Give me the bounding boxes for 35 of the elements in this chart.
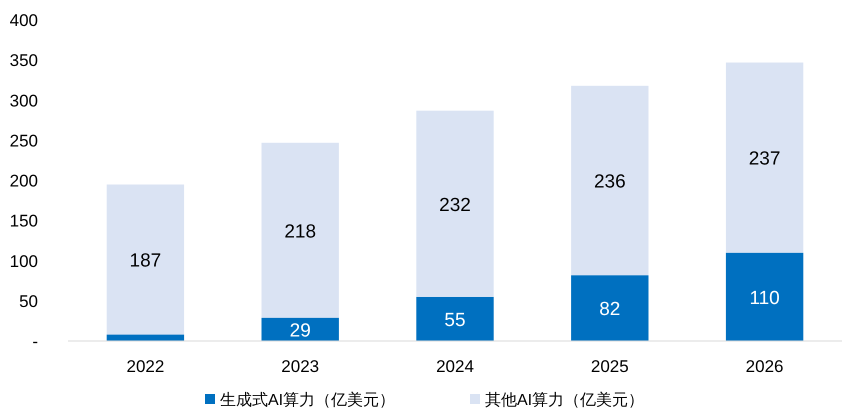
bar	[571, 86, 648, 276]
bar	[416, 110, 494, 297]
data-label: 237	[748, 148, 780, 170]
y-tick-label: 350	[10, 51, 38, 70]
bar	[262, 142, 339, 318]
bar	[106, 334, 184, 341]
data-label: 187	[130, 250, 162, 272]
bar	[416, 296, 494, 341]
data-label: 82	[599, 299, 620, 320]
y-tick-label: 300	[10, 91, 38, 110]
y-tick-label: 100	[10, 252, 38, 271]
bar	[262, 318, 339, 341]
x-tick-label: 2022	[126, 357, 164, 376]
legend-label: 生成式AI算力（亿美元）	[220, 391, 396, 409]
bar	[726, 62, 804, 253]
y-tick-label: 400	[10, 11, 38, 30]
x-tick-label: 2025	[590, 357, 629, 376]
data-label: 236	[594, 172, 626, 192]
bar	[571, 275, 648, 341]
data-label: 55	[444, 310, 466, 331]
bar	[726, 252, 804, 341]
y-tick-label: -	[32, 332, 38, 351]
data-label: 29	[290, 320, 311, 342]
y-tick-label: 200	[10, 172, 38, 190]
bar	[106, 184, 184, 335]
y-tick-label: 150	[10, 212, 38, 231]
y-tick-label: 50	[19, 292, 38, 311]
y-tick-label: 250	[10, 131, 38, 150]
x-tick-label: 2026	[746, 357, 784, 376]
x-tick-label: 2024	[436, 357, 474, 376]
data-label: 110	[749, 288, 780, 309]
data-label: 232	[439, 194, 471, 216]
x-tick-label: 2023	[281, 357, 320, 376]
data-label: 218	[284, 221, 316, 242]
legend-label: 其他AI算力（亿美元）	[485, 391, 644, 409]
